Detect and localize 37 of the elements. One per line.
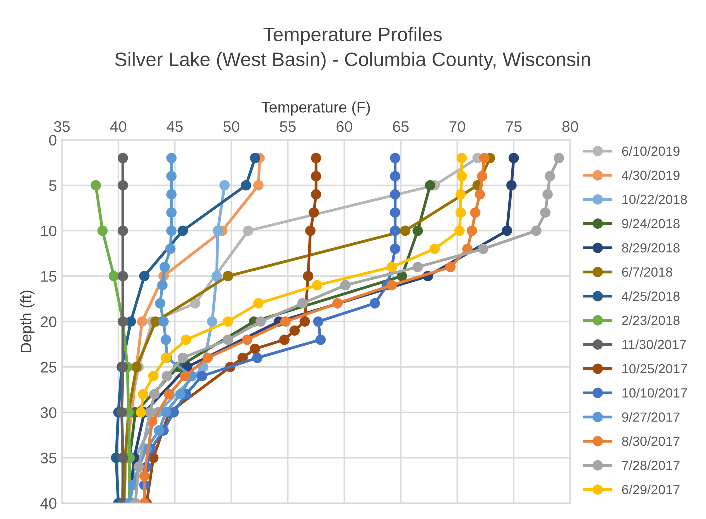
legend-label: 10/10/2017 (622, 388, 688, 398)
y-tick-label: 20 (41, 316, 57, 328)
legend-label: 9/24/2018 (622, 218, 680, 229)
legend-label: 10/22/2018 (622, 194, 688, 204)
legend-label: 10/25/2017 (622, 364, 688, 374)
y-axis-title: Depth (ft) (20, 290, 35, 352)
x-tick-label: 70 (450, 121, 466, 132)
y-tick-label: 25 (41, 362, 57, 373)
y-tick-label: 40 (40, 498, 57, 510)
legend-label: 8/29/2018 (622, 243, 680, 253)
x-tick-label: 80 (562, 121, 578, 132)
legend-label: 6/10/2019 (622, 146, 680, 156)
x-tick-label: 45 (166, 122, 183, 132)
x-tick-label: 55 (280, 122, 296, 132)
legend-label: 9/27/2017 (622, 412, 680, 422)
legend-label: 4/25/2018 (622, 291, 680, 302)
y-tick-label: 5 (49, 180, 57, 192)
legend-label: 7/28/2017 (622, 460, 680, 470)
y-tick-label: 30 (40, 407, 57, 418)
chart-title: Temperature Profiles (264, 27, 442, 46)
y-tick-label: 10 (41, 226, 57, 237)
x-tick-label: 40 (110, 121, 127, 132)
legend-label: 2/23/2018 (622, 316, 680, 326)
x-tick-label: 75 (506, 122, 522, 132)
x-tick-label: 50 (224, 121, 240, 132)
legend-label: 4/30/2019 (622, 170, 680, 180)
y-tick-label: 15 (41, 271, 57, 282)
x-axis-title: Temperature (F) (262, 102, 370, 116)
legend-label: 6/7/2018 (622, 267, 672, 277)
y-tick-label: 35 (40, 452, 57, 464)
legend-label: 8/30/2017 (622, 436, 680, 446)
chart-subtitle: Silver Lake (West Basin) - Columbia County, Wisconsin (115, 52, 590, 70)
legend-label: 6/29/2017 (622, 484, 680, 495)
x-tick-label: 60 (336, 121, 352, 132)
y-tick-label: 0 (49, 135, 57, 146)
x-tick-label: 65 (393, 121, 409, 132)
legend-label: 11/30/2017 (622, 340, 686, 350)
